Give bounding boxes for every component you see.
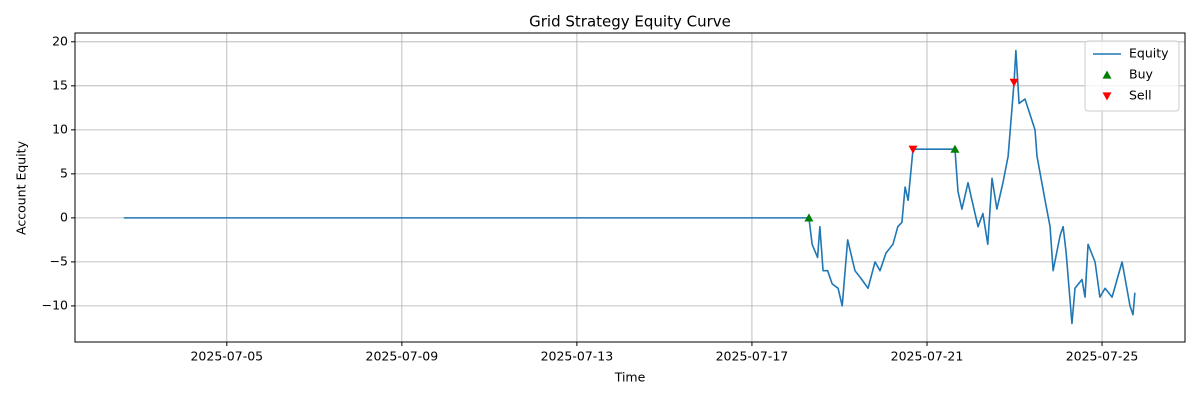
y-axis-label: Account Equity [14,140,29,235]
buy-marker [804,213,814,222]
y-tick-label: 15 [52,77,68,92]
x-tick-label: 2025-07-21 [891,349,964,364]
y-tick-label: 20 [52,33,68,48]
chart-title: Grid Strategy Equity Curve [529,13,731,31]
x-tick-label: 2025-07-05 [190,349,263,364]
x-axis-label: Time [614,370,646,385]
buy-marker [950,144,960,153]
equity-line [123,49,1136,325]
x-tick-label: 2025-07-25 [1066,349,1139,364]
y-tick-label: 0 [60,209,68,224]
legend-swatch [1102,70,1112,79]
sell-marker [908,145,918,154]
sell-marker [1009,78,1019,87]
x-tick-label: 2025-07-17 [716,349,789,364]
x-tick-label: 2025-07-09 [366,349,439,364]
legend-label: Sell [1129,88,1152,103]
plot-frame [74,32,1186,343]
y-tick-label: −5 [50,253,68,268]
x-tick-label: 2025-07-13 [541,349,614,364]
y-tick-label: 5 [60,165,68,180]
legend-label: Buy [1129,67,1153,82]
legend-label: Equity [1129,46,1169,61]
legend: Equity Buy Sell [1084,40,1180,112]
legend-swatch [1102,92,1112,101]
y-tick-label: 10 [52,121,68,136]
y-tick-label: −10 [42,297,68,312]
